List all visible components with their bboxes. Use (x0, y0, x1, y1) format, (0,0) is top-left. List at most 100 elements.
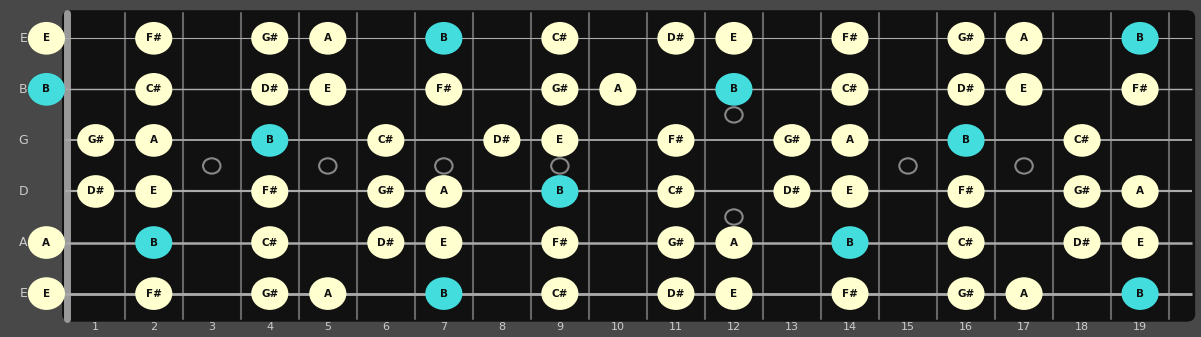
Text: A: A (19, 236, 28, 249)
Circle shape (1122, 73, 1159, 106)
FancyBboxPatch shape (62, 10, 1195, 322)
Circle shape (831, 277, 868, 310)
Text: D#: D# (494, 135, 510, 146)
Text: B: B (556, 186, 564, 196)
Text: 18: 18 (1075, 322, 1089, 332)
Text: A: A (614, 84, 622, 94)
Text: 16: 16 (960, 322, 973, 332)
Circle shape (948, 22, 985, 55)
Circle shape (1122, 22, 1159, 55)
Circle shape (1005, 73, 1042, 106)
Circle shape (136, 73, 172, 106)
Text: 4: 4 (267, 322, 274, 332)
Circle shape (425, 175, 462, 208)
Text: F#: F# (552, 238, 568, 248)
Circle shape (831, 175, 868, 208)
Text: E: E (730, 288, 737, 299)
Text: C#: C# (551, 33, 568, 43)
Text: 10: 10 (611, 322, 625, 332)
Text: 8: 8 (498, 322, 506, 332)
Circle shape (542, 124, 579, 157)
Text: E: E (19, 32, 28, 45)
Text: D#: D# (1074, 238, 1091, 248)
Text: 11: 11 (669, 322, 683, 332)
Text: B: B (150, 238, 157, 248)
Text: A: A (150, 135, 157, 146)
Text: A: A (730, 238, 737, 248)
Circle shape (657, 277, 694, 310)
Circle shape (1122, 226, 1159, 259)
Circle shape (1005, 277, 1042, 310)
Text: E: E (1021, 84, 1028, 94)
Text: F#: F# (145, 288, 162, 299)
Text: B: B (962, 135, 970, 146)
Text: 13: 13 (785, 322, 799, 332)
Circle shape (1122, 175, 1159, 208)
Text: A: A (42, 238, 50, 248)
Text: B: B (42, 84, 50, 94)
Circle shape (251, 175, 288, 208)
Circle shape (309, 277, 346, 310)
Text: G#: G# (957, 33, 975, 43)
Text: B: B (1136, 33, 1145, 43)
Circle shape (368, 175, 405, 208)
Circle shape (1005, 22, 1042, 55)
Circle shape (948, 277, 985, 310)
Text: G#: G# (261, 288, 279, 299)
Text: G#: G# (957, 288, 975, 299)
Text: D#: D# (668, 33, 685, 43)
Circle shape (542, 22, 579, 55)
Circle shape (831, 22, 868, 55)
Text: E: E (19, 287, 28, 300)
Circle shape (716, 277, 753, 310)
Text: 1: 1 (92, 322, 100, 332)
Text: E: E (730, 33, 737, 43)
Text: C#: C# (958, 238, 974, 248)
Circle shape (425, 226, 462, 259)
Circle shape (542, 277, 579, 310)
Circle shape (251, 73, 288, 106)
Circle shape (136, 277, 172, 310)
Text: B: B (440, 33, 448, 43)
Text: B: B (1136, 288, 1145, 299)
Text: 9: 9 (556, 322, 563, 332)
Circle shape (599, 73, 637, 106)
Text: G#: G# (668, 238, 685, 248)
Text: 19: 19 (1133, 322, 1147, 332)
Text: D#: D# (261, 84, 279, 94)
Text: D#: D# (86, 186, 104, 196)
Circle shape (831, 73, 868, 106)
FancyBboxPatch shape (2, 3, 1199, 334)
Circle shape (948, 175, 985, 208)
Circle shape (368, 226, 405, 259)
Text: F#: F# (668, 135, 683, 146)
Text: E: E (150, 186, 157, 196)
Text: C#: C# (842, 84, 859, 94)
Text: G#: G# (783, 135, 801, 146)
Circle shape (716, 73, 753, 106)
Text: F#: F# (958, 186, 974, 196)
Text: A: A (1020, 288, 1028, 299)
Circle shape (483, 124, 520, 157)
Text: E: E (324, 84, 331, 94)
Text: 15: 15 (901, 322, 915, 332)
Text: G#: G# (377, 186, 394, 196)
Text: 12: 12 (727, 322, 741, 332)
Text: D#: D# (957, 84, 975, 94)
Text: B: B (265, 135, 274, 146)
Text: F#: F# (842, 288, 858, 299)
Text: G#: G# (1074, 186, 1091, 196)
Circle shape (948, 124, 985, 157)
Text: F#: F# (436, 84, 452, 94)
Text: 5: 5 (324, 322, 331, 332)
Circle shape (1064, 175, 1100, 208)
Text: B: B (730, 84, 737, 94)
Text: E: E (43, 288, 50, 299)
Circle shape (251, 124, 288, 157)
Circle shape (251, 22, 288, 55)
Text: A: A (324, 33, 331, 43)
Circle shape (773, 175, 811, 208)
Circle shape (251, 226, 288, 259)
Circle shape (425, 73, 462, 106)
Circle shape (948, 73, 985, 106)
